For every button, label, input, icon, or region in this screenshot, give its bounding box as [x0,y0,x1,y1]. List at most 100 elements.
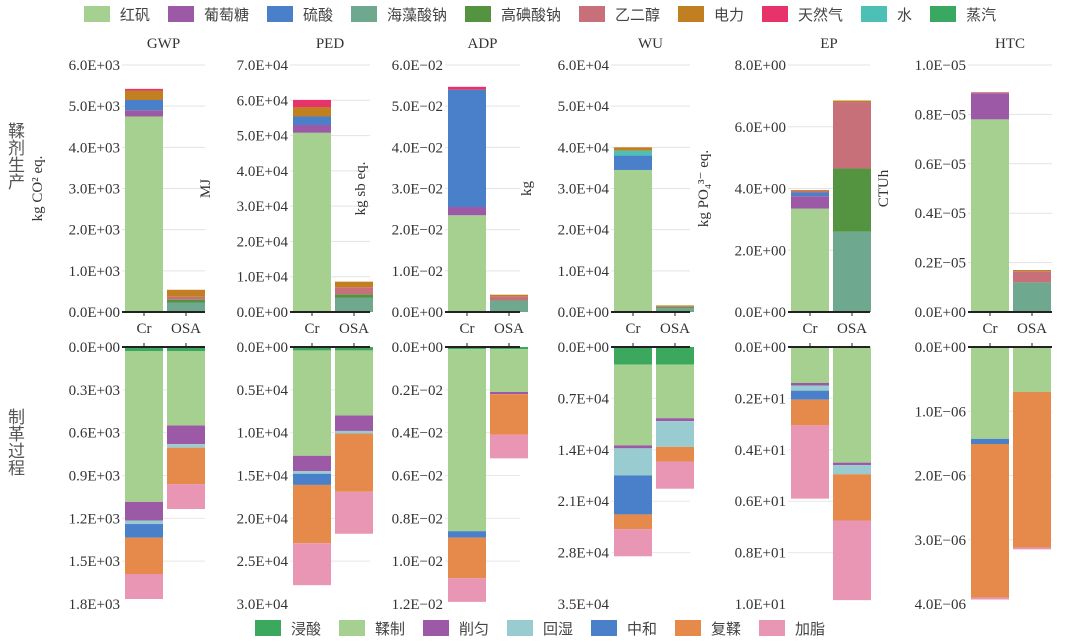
bar-segment [125,110,163,117]
bar-segment [448,207,486,216]
bar-segment [335,350,373,416]
bar-segment [293,473,331,485]
bar-segment [335,430,373,434]
bar-segment [614,150,652,156]
bar-segment [656,418,694,422]
legend-swatch [167,6,194,22]
bar-segment [1013,347,1051,392]
y-tick-label: 0.6E+03 [69,426,120,442]
y-tick-label: 1.8E+03 [69,597,120,613]
legend-top-item: 水 [861,4,912,25]
legend-bottom-item: 削匀 [422,618,489,639]
bar-segment [293,543,331,586]
bar-segment [490,349,528,392]
bar-segment [335,294,373,298]
y-tick-label: 3.0E−02 [392,182,443,198]
y-tick-label: 0.4E−05 [915,206,966,222]
y-tick-label: 2.0E+04 [237,511,289,527]
y-tick-label: 1.5E+03 [69,554,120,570]
y-tick-label: 4.0E−02 [392,140,443,156]
y-tick-label: 0.0E+00 [915,305,966,321]
y-tick-label: 2.0E+00 [735,243,786,259]
legend-label: 海藻酸钠 [386,5,447,24]
y-tick-label: 1.0E+04 [237,270,289,286]
bar-segment [1013,547,1051,550]
bar-segment [791,190,829,193]
bar-segment [448,349,486,532]
y-axis-label: kg PO₄³⁻ eq. [696,150,712,227]
legend-label: 硫酸 [302,5,333,24]
legend-bottom-item: 中和 [591,618,657,639]
y-tick-label: 3.0E−06 [915,533,967,549]
bar-segment [833,474,871,521]
legend-swatch [266,6,293,22]
y-tick-label: 1.0E−06 [915,404,967,420]
legend-swatch [464,6,491,22]
y-tick-label: 5.0E+04 [558,99,610,115]
y-tick-label: 3.0E+04 [237,597,289,613]
bar-segment [125,116,163,312]
y-tick-label: 0.7E+04 [558,391,610,407]
bar-segment [167,302,205,312]
bar-segment [125,88,163,91]
y-tick-label: 0.0E+00 [237,305,288,321]
legend-bottom-item: 鞣制 [338,618,405,639]
bar-segment [656,364,694,419]
y-tick-label: 0.8E+01 [735,546,786,562]
y-axis-label: kg sb eq. [353,162,369,216]
bar-segment [167,425,205,445]
bar-segment [167,289,205,297]
bar-segment [293,471,331,474]
bar-segment [614,169,652,312]
bar-segment [614,529,652,557]
bar-segment [167,347,205,352]
bar-segment [167,351,205,426]
y-tick-label: 0.5E+04 [237,383,289,399]
bar-segment [791,425,829,499]
bar-segment [490,347,528,350]
legend-label: 鞣制 [374,619,405,638]
y-tick-label: 0.6E−05 [915,157,966,173]
y-tick-label: 3.0E+04 [558,182,610,198]
y-tick-label: 0.6E−02 [392,469,443,485]
bar-segment [167,447,205,485]
bar-segment [125,90,163,100]
panel-title: WU [638,36,663,52]
bar-segment [293,116,331,125]
bar-segment [791,385,829,391]
y-tick-label: 0.0E+00 [735,340,786,356]
bar-segment [448,89,486,208]
bar-segment [833,231,871,312]
row-label-bottom: 制革过程 [4,408,25,476]
x-tick-label: OSA [660,321,690,337]
panel-title: ADP [467,36,497,52]
y-tick-label: 0.8E−02 [392,511,443,527]
x-tick-label: Cr [626,321,641,337]
bar-segment [971,347,1009,439]
bar-segment [293,132,331,312]
bar-segment [335,433,373,492]
bar-segment [791,190,829,191]
legend-top-item: 蒸汽 [930,4,996,25]
bar-segment [971,597,1009,600]
legend-label: 复鞣 [711,619,742,638]
y-tick-label: 1.0E+03 [69,264,120,280]
y-tick-label: 2.1E+04 [558,494,610,510]
legend-bottom-item: 复鞣 [675,618,741,639]
bar-segment [490,294,528,297]
legend-top-item: 硫酸 [266,4,333,25]
y-tick-label: 1.0E+04 [558,264,610,280]
legend-bottom-item: 加脂 [759,618,825,639]
bar-segment [448,578,486,602]
y-tick-label: 2.5E+04 [237,554,289,570]
legend-bottom: 浸酸 鞣制 削匀 回湿 中和 复鞣 加脂 [0,616,1080,640]
legend-label: 高碘酸钠 [500,5,561,24]
legend-top-item: 电力 [678,4,744,25]
bar-segment [293,347,331,351]
x-tick-label: Cr [460,321,475,337]
bar-segment [971,119,1009,312]
legend-label: 红矾 [119,5,150,24]
bar-segment [125,99,163,111]
x-tick-label: Cr [803,321,818,337]
bar-segment [167,296,205,300]
